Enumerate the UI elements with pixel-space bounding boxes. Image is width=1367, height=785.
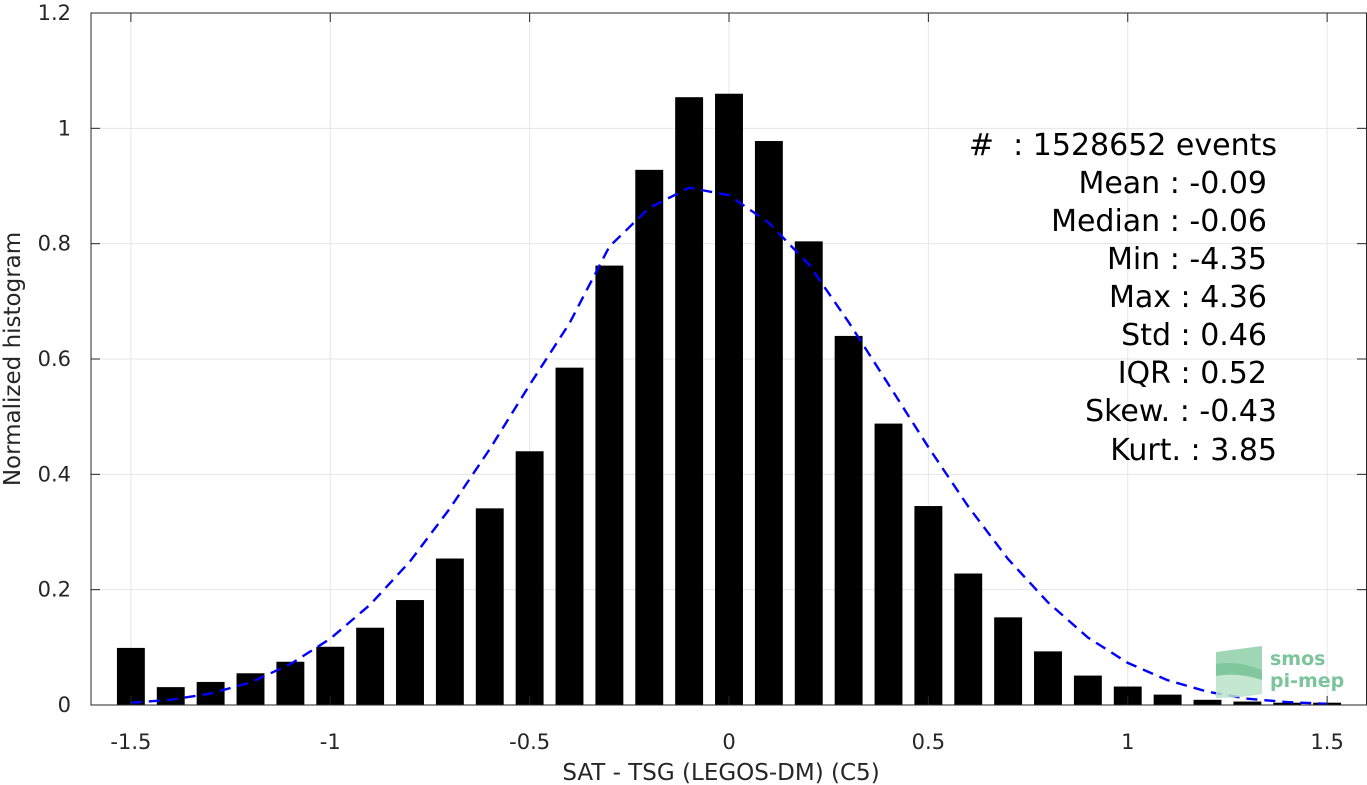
y-tick-label: 0.6 bbox=[38, 347, 71, 371]
histogram-bar bbox=[1273, 702, 1302, 705]
histogram-bar bbox=[116, 647, 145, 705]
statistics-panel: # : 1528652 events Mean : -0.09 Median :… bbox=[969, 128, 1277, 468]
stat-std: Std : 0.46 bbox=[1121, 318, 1267, 353]
histogram-bar bbox=[396, 600, 424, 705]
x-axis-label: SAT - TSG (LEGOS-DM) (C5) bbox=[562, 760, 879, 785]
histogram-bar bbox=[754, 141, 783, 705]
y-tick-label: 0.2 bbox=[38, 578, 71, 602]
histogram-bar bbox=[675, 97, 704, 705]
histogram-bar bbox=[1113, 686, 1142, 705]
histogram-bar bbox=[555, 367, 584, 705]
histogram-bar bbox=[794, 241, 823, 706]
x-tick-label: 1 bbox=[1121, 730, 1134, 754]
y-tick-label: 1 bbox=[58, 116, 71, 140]
histogram-bars bbox=[116, 93, 1342, 706]
histogram-bar bbox=[715, 93, 743, 705]
y-tick-labels: 0 0.2 0.4 0.6 0.8 1 1.2 bbox=[38, 1, 71, 717]
histogram-bar bbox=[515, 451, 544, 705]
histogram-bar bbox=[595, 265, 624, 705]
logo-text-pimep: pi-mep bbox=[1270, 670, 1344, 692]
histogram-bar bbox=[1153, 694, 1182, 705]
stat-median: Median : -0.06 bbox=[1051, 204, 1267, 239]
x-tick-label: 0.5 bbox=[912, 730, 945, 754]
stat-mean: Mean : -0.09 bbox=[1078, 166, 1267, 201]
histogram-bar bbox=[994, 617, 1023, 705]
y-tick-label: 1.2 bbox=[38, 1, 71, 25]
histogram-bar bbox=[435, 558, 464, 705]
x-tick-labels: -1.5 -1 -0.5 0 0.5 1 1.5 bbox=[110, 730, 1343, 754]
histogram-bar bbox=[874, 423, 903, 705]
histogram-bar bbox=[1034, 651, 1062, 705]
stat-skew: Skew. : -0.43 bbox=[1085, 394, 1277, 429]
histogram-bar bbox=[156, 687, 185, 705]
histogram-bar bbox=[356, 627, 385, 705]
y-tick-label: 0 bbox=[58, 693, 71, 717]
x-tick-label: 0 bbox=[722, 730, 735, 754]
histogram-bar bbox=[1193, 699, 1222, 705]
smos-pi-mep-logo: smos pi-mep bbox=[1216, 646, 1344, 698]
histogram-bar bbox=[914, 506, 943, 705]
x-tick-label: 1.5 bbox=[1310, 730, 1343, 754]
histogram-bar bbox=[834, 335, 863, 705]
y-tick-label: 0.8 bbox=[38, 232, 71, 256]
stat-events: # : 1528652 events bbox=[969, 128, 1277, 163]
logo-text-smos: smos bbox=[1270, 648, 1325, 670]
normal-fit-curve bbox=[130, 186, 1328, 705]
histogram-bar bbox=[954, 573, 983, 705]
histogram-bar bbox=[1073, 675, 1102, 705]
x-tick-label: -1.5 bbox=[110, 730, 151, 754]
stat-kurt: Kurt. : 3.85 bbox=[1110, 433, 1277, 468]
logo-wave-icon bbox=[1216, 646, 1262, 698]
x-tick-label: -1 bbox=[320, 730, 341, 754]
stat-min: Min : -4.35 bbox=[1107, 242, 1267, 277]
histogram-bar bbox=[635, 169, 664, 705]
histogram-bar bbox=[316, 646, 345, 705]
axis-ticks bbox=[91, 12, 1367, 706]
stat-max: Max : 4.36 bbox=[1109, 280, 1267, 315]
histogram-bar bbox=[475, 508, 504, 705]
y-tick-label: 0.4 bbox=[38, 462, 71, 486]
histogram-bar bbox=[1233, 701, 1262, 705]
histogram-bar bbox=[276, 661, 305, 705]
stat-iqr: IQR : 0.52 bbox=[1118, 356, 1267, 391]
x-tick-label: -0.5 bbox=[509, 730, 550, 754]
y-axis-label: Normalized histogram bbox=[0, 232, 26, 486]
